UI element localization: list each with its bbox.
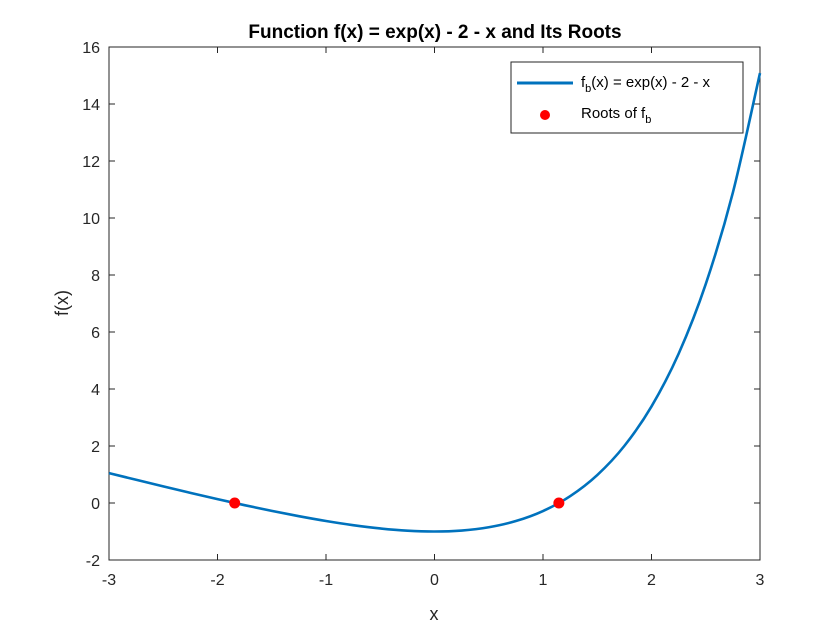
legend-curve-sub: b bbox=[585, 83, 591, 95]
legend-roots-sub: b bbox=[645, 114, 651, 126]
y-tick-label: 12 bbox=[82, 154, 100, 171]
legend-entry-curve: fb(x) = exp(x) - 2 - x bbox=[581, 74, 711, 95]
root-point bbox=[229, 497, 241, 509]
y-tick-label: 16 bbox=[82, 40, 100, 57]
y-tick-label: 14 bbox=[82, 97, 100, 114]
legend: fb(x) = exp(x) - 2 - x Roots of fb bbox=[510, 61, 744, 134]
x-tick-label: -2 bbox=[210, 572, 224, 589]
x-tick-label: 3 bbox=[756, 572, 765, 589]
series-group bbox=[108, 72, 762, 533]
x-axis-label: x bbox=[430, 604, 439, 624]
x-tick-label: 1 bbox=[539, 572, 548, 589]
root-point bbox=[553, 497, 565, 509]
legend-roots-base: Roots of f bbox=[581, 105, 646, 122]
legend-marker-sample bbox=[540, 110, 550, 120]
y-tick-label: 0 bbox=[91, 496, 100, 513]
fb-curve-line bbox=[108, 72, 762, 533]
y-tick-label: 8 bbox=[91, 268, 100, 285]
x-tick-label: -3 bbox=[102, 572, 116, 589]
x-tick-label: 2 bbox=[647, 572, 656, 589]
x-tick-label: -1 bbox=[319, 572, 333, 589]
y-tick-label: -2 bbox=[86, 553, 100, 570]
y-tick-label: 2 bbox=[91, 439, 100, 456]
y-axis-label: f(x) bbox=[52, 290, 72, 316]
legend-box bbox=[510, 61, 744, 134]
legend-curve-base: f bbox=[581, 74, 586, 91]
y-tick-label: 10 bbox=[82, 211, 100, 228]
y-tick-label: 4 bbox=[91, 382, 100, 399]
legend-curve-rest: (x) = exp(x) - 2 - x bbox=[591, 74, 710, 91]
chart-title: Function f(x) = exp(x) - 2 - x and Its R… bbox=[248, 22, 621, 43]
y-tick-label: 6 bbox=[91, 325, 100, 342]
x-tick-label: 0 bbox=[430, 572, 439, 589]
legend-entry-roots: Roots of fb bbox=[581, 105, 651, 126]
